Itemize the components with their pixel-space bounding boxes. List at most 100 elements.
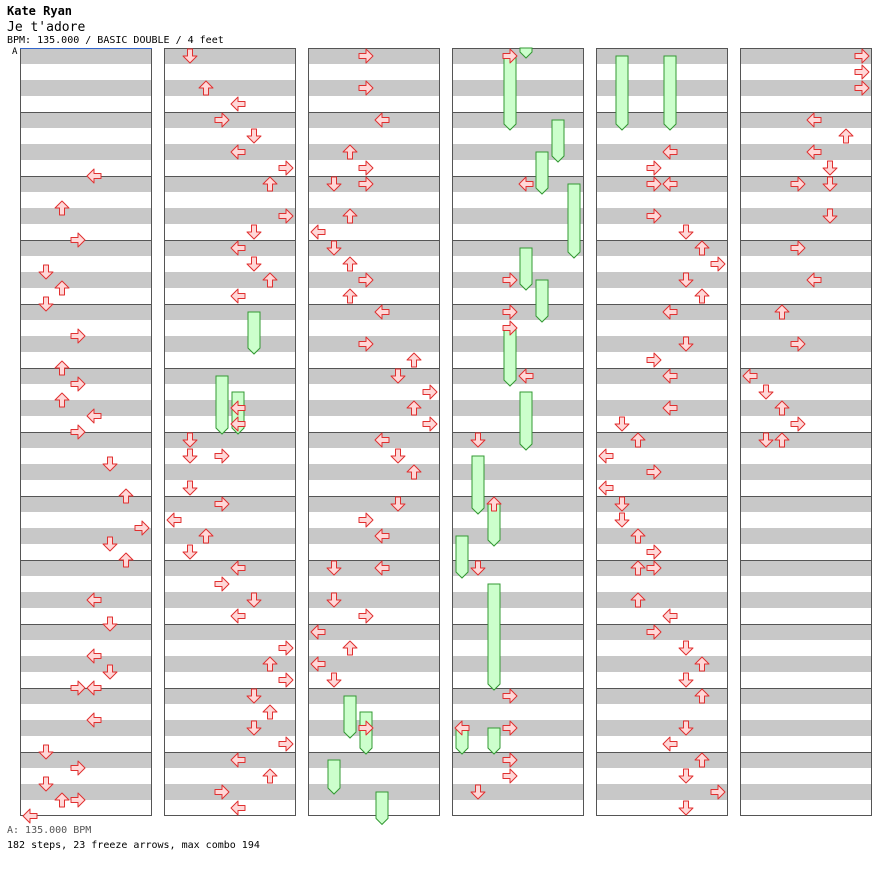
step-arrow-P1-right xyxy=(502,752,518,768)
beat-stripe xyxy=(164,208,296,224)
step-arrow-P2-left xyxy=(230,560,246,576)
beat-stripe xyxy=(20,528,152,544)
beat-stripe xyxy=(596,624,728,640)
step-arrow-P2-left xyxy=(230,752,246,768)
beat-stripe xyxy=(308,784,440,800)
beat-stripe xyxy=(164,656,296,672)
step-arrow-P1-up xyxy=(342,208,358,224)
step-arrow-P2-down xyxy=(102,456,118,472)
beat-stripe xyxy=(596,720,728,736)
beat-stripe xyxy=(452,112,584,128)
step-arrow-P1-left xyxy=(454,720,470,736)
beat-stripe xyxy=(596,400,728,416)
beat-stripe xyxy=(596,336,728,352)
beat-stripe xyxy=(308,592,440,608)
step-arrow-P1-right xyxy=(646,208,662,224)
chart-column xyxy=(740,48,872,816)
beat-stripe xyxy=(308,720,440,736)
beat-stripe xyxy=(164,48,296,64)
step-arrow-P2-right xyxy=(854,80,870,96)
step-arrow-P1-right xyxy=(214,448,230,464)
step-arrow-P2-left xyxy=(662,176,678,192)
step-arrow-P2-up xyxy=(694,288,710,304)
beat-stripe xyxy=(740,464,872,480)
beat-stripe xyxy=(20,624,152,640)
step-arrow-P1-right xyxy=(70,792,86,808)
beat-stripe xyxy=(164,272,296,288)
freeze-arrow-P1-down xyxy=(471,455,485,515)
step-arrow-P1-right xyxy=(790,336,806,352)
beat-stripe xyxy=(740,80,872,96)
step-arrow-P2-right xyxy=(854,48,870,64)
step-arrow-P2-down xyxy=(678,720,694,736)
step-arrow-P1-left xyxy=(22,808,38,824)
step-arrow-P2-left xyxy=(662,400,678,416)
beat-stripe xyxy=(740,112,872,128)
step-arrow-P2-down xyxy=(678,336,694,352)
step-arrow-P1-right xyxy=(214,496,230,512)
step-arrow-P1-up xyxy=(774,432,790,448)
beat-stripe xyxy=(596,464,728,480)
column-border xyxy=(452,48,584,816)
step-arrow-P1-left xyxy=(310,624,326,640)
step-arrow-P2-down xyxy=(678,224,694,240)
beat-stripe xyxy=(740,784,872,800)
beat-stripe xyxy=(20,368,152,384)
step-arrow-P1-right xyxy=(502,320,518,336)
step-arrow-P2-down xyxy=(678,768,694,784)
beat-stripe xyxy=(164,528,296,544)
freeze-arrow-P2-down xyxy=(247,311,261,355)
beat-stripe xyxy=(596,48,728,64)
step-arrow-P1-right xyxy=(790,176,806,192)
beat-stripe xyxy=(164,688,296,704)
step-arrow-P2-left xyxy=(86,168,102,184)
step-arrow-P1-left xyxy=(310,656,326,672)
step-arrow-P1-right xyxy=(70,376,86,392)
step-arrow-P2-down xyxy=(678,272,694,288)
step-arrow-P1-up xyxy=(198,80,214,96)
step-arrow-P2-left xyxy=(230,800,246,816)
step-arrow-P2-left xyxy=(374,304,390,320)
beat-stripe xyxy=(20,208,152,224)
step-arrow-P2-up xyxy=(262,656,278,672)
beat-stripe xyxy=(308,528,440,544)
step-arrow-P1-right xyxy=(358,176,374,192)
step-arrow-P2-down xyxy=(102,664,118,680)
beat-stripe xyxy=(452,784,584,800)
step-arrow-P1-down xyxy=(326,592,342,608)
step-arrow-P1-down xyxy=(470,560,486,576)
beat-stripe xyxy=(596,528,728,544)
step-arrow-P1-right xyxy=(502,272,518,288)
freeze-arrow-P1-up xyxy=(487,727,501,755)
step-arrow-P1-down xyxy=(470,432,486,448)
step-arrow-P2-up xyxy=(406,352,422,368)
beat-stripe xyxy=(308,752,440,768)
step-arrow-P1-down xyxy=(326,672,342,688)
step-arrow-P2-right xyxy=(278,208,294,224)
beat-stripe xyxy=(452,592,584,608)
beat-stripe xyxy=(308,240,440,256)
beat-stripe xyxy=(740,48,872,64)
beat-stripe xyxy=(740,240,872,256)
beat-stripe xyxy=(740,368,872,384)
step-arrow-P1-right xyxy=(358,608,374,624)
step-arrow-P1-right xyxy=(790,240,806,256)
step-arrow-P1-down xyxy=(470,784,486,800)
step-arrow-P2-right xyxy=(422,384,438,400)
step-arrow-P2-left xyxy=(806,272,822,288)
beat-stripe xyxy=(596,784,728,800)
step-arrow-P1-right xyxy=(790,416,806,432)
freeze-arrow-P1-down xyxy=(327,759,341,795)
beat-stripe xyxy=(20,560,152,576)
beat-stripe xyxy=(308,496,440,512)
step-arrow-P2-down xyxy=(246,128,262,144)
freeze-arrow-P1-up xyxy=(343,695,357,739)
beat-stripe xyxy=(20,240,152,256)
beat-stripe xyxy=(308,368,440,384)
beat-stripe xyxy=(452,80,584,96)
beat-stripe xyxy=(308,208,440,224)
beat-stripe xyxy=(164,368,296,384)
step-arrow-P2-right xyxy=(422,416,438,432)
step-arrow-P1-down xyxy=(182,544,198,560)
